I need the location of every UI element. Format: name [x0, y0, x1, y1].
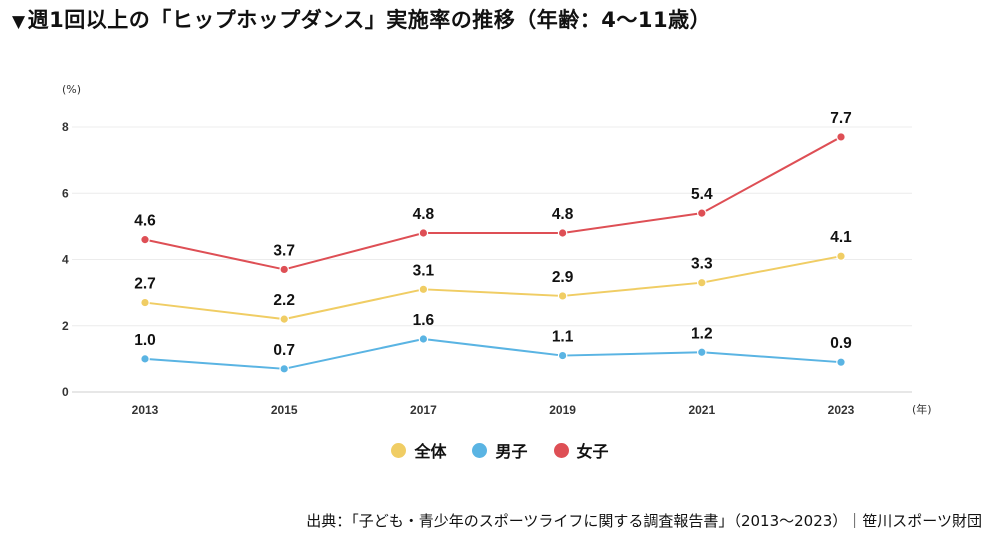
y-axis-ticks: 0 2 4 6 8	[62, 120, 69, 399]
y-axis-unit: (%)	[62, 83, 81, 96]
data-point	[696, 208, 707, 218]
data-label: 3.1	[413, 262, 435, 279]
series-layer	[140, 132, 846, 374]
legend-label: 全体	[414, 442, 447, 461]
legend-item: 男子	[472, 438, 528, 462]
data-label: 4.8	[413, 206, 435, 223]
data-label: 0.7	[273, 342, 295, 359]
data-label: 2.7	[134, 276, 156, 293]
chart-title: ▼週1回以上の「ヒップホップダンス」実施率の推移（年齢：4〜11歳）	[12, 4, 711, 34]
legend-dot-icon	[553, 442, 569, 458]
data-label: 3.7	[273, 242, 295, 259]
legend-label: 男子	[495, 442, 528, 461]
x-tick-label: 2017	[410, 403, 437, 417]
legend-label: 女子	[576, 442, 609, 461]
title-text: 週1回以上の「ヒップホップダンス」実施率の推移（年齢：4〜11歳）	[27, 8, 712, 32]
y-tick-label: 4	[62, 253, 69, 267]
data-point	[418, 228, 429, 238]
data-point	[696, 347, 707, 358]
data-label: 7.7	[830, 110, 852, 127]
x-tick-label: 2021	[688, 403, 715, 417]
data-point	[279, 264, 289, 275]
data-point	[557, 228, 568, 238]
data-point	[836, 132, 846, 142]
source-note: 出典：「子ども・青少年のスポーツライフに関する調査報告書」（2013〜2023）…	[306, 512, 982, 530]
data-label: 2.9	[552, 269, 574, 286]
data-label: 1.1	[552, 329, 574, 346]
data-label: 3.3	[691, 256, 713, 273]
x-tick-label: 2013	[132, 403, 159, 417]
data-point	[418, 284, 429, 295]
x-axis-unit: (年)	[912, 402, 932, 416]
x-axis-ticks: 2013 2015 2017 2019 2021 2023	[132, 403, 855, 417]
data-labels: 2.7 2.2 3.1 2.9 3.3 4.1 1.0 0.7 1.6 1.1 1.2 0.9 4.6 3…	[134, 110, 852, 359]
x-tick-label: 2023	[828, 403, 855, 417]
series-line-全体	[144, 255, 842, 321]
x-tick-label: 2015	[271, 403, 298, 417]
series-line-女子	[144, 136, 842, 271]
y-tick-label: 6	[62, 186, 69, 200]
x-tick-label: 2019	[549, 403, 576, 417]
y-tick-label: 2	[62, 319, 69, 333]
data-point	[696, 277, 707, 288]
data-label: 4.8	[552, 206, 574, 223]
data-point	[557, 350, 568, 361]
data-label: 4.6	[134, 213, 156, 230]
data-label: 4.1	[830, 229, 852, 246]
data-point	[279, 314, 289, 324]
data-point	[279, 364, 289, 374]
data-point	[140, 234, 150, 245]
legend: 全体 男子 女子	[0, 438, 1000, 462]
legend-item: 女子	[553, 438, 609, 462]
title-marker-icon: ▼	[12, 12, 26, 32]
data-point	[836, 251, 846, 261]
data-label: 1.2	[691, 325, 713, 342]
legend-item: 全体	[391, 438, 446, 462]
data-point	[140, 354, 150, 364]
data-point	[140, 297, 150, 308]
data-label: 0.9	[830, 335, 852, 352]
legend-dot-icon	[472, 442, 488, 458]
y-tick-label: 0	[62, 385, 69, 399]
data-label: 5.4	[691, 186, 713, 203]
legend-dot-icon	[391, 442, 407, 458]
data-point	[418, 334, 429, 344]
data-point	[557, 291, 568, 301]
data-label: 1.6	[413, 312, 435, 329]
data-point	[836, 357, 846, 367]
gridlines	[72, 126, 912, 393]
data-label: 1.0	[134, 332, 156, 349]
series-line-男子	[144, 338, 842, 370]
data-label: 2.2	[273, 292, 295, 309]
y-tick-label: 8	[62, 120, 69, 134]
